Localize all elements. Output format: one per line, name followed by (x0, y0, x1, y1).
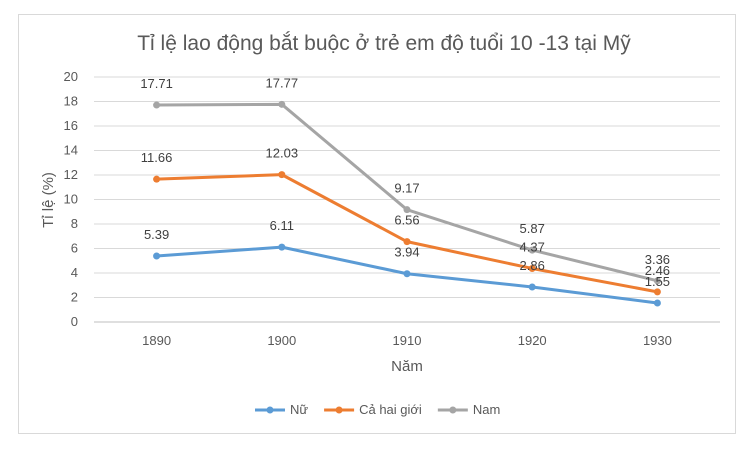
y-axis-ticks: 0 2 4 6 8 10 12 14 16 18 20 (64, 69, 78, 329)
data-labels: 5.39 6.11 3.94 2.86 1.55 11.66 12.03 6.56 4.37 2.… (140, 75, 670, 289)
y-tick-label: 14 (64, 143, 78, 158)
x-tick-label: 1890 (142, 333, 171, 348)
data-point (653, 288, 661, 296)
data-label: 17.71 (140, 76, 173, 91)
legend-marker (335, 406, 343, 414)
y-tick-label: 20 (64, 69, 78, 84)
data-point (153, 252, 161, 260)
data-point (278, 243, 286, 251)
x-axis-ticks: 1890 1900 1910 1920 1930 (142, 333, 672, 348)
legend-label: Nữ (290, 402, 308, 417)
x-axis-title: Năm (391, 358, 423, 375)
y-tick-label: 6 (71, 241, 78, 256)
y-tick-label: 10 (64, 192, 78, 207)
data-label: 4.37 (520, 239, 545, 254)
data-label: 17.77 (266, 75, 299, 90)
legend: Nữ Cả hai giới Nam (255, 402, 500, 417)
y-tick-label: 4 (71, 265, 78, 280)
legend-label: Nam (473, 402, 500, 417)
data-point (403, 270, 411, 278)
x-tick-label: 1920 (518, 333, 547, 348)
series-group (153, 100, 661, 307)
x-tick-label: 1930 (643, 333, 672, 348)
y-tick-label: 8 (71, 216, 78, 231)
data-point (528, 246, 536, 254)
chart-title: Tỉ lệ lao động bắt buộc ở trẻ em độ tuổi… (137, 32, 631, 55)
data-label: 6.11 (270, 218, 294, 233)
data-label: 2.86 (520, 258, 545, 273)
y-tick-label: 0 (71, 314, 78, 329)
data-label: 5.87 (520, 221, 545, 236)
data-label: 1.55 (645, 274, 670, 289)
gridlines (94, 76, 720, 323)
data-label: 6.56 (394, 213, 419, 228)
x-tick-label: 1910 (393, 333, 422, 348)
data-label: 3.94 (394, 245, 419, 260)
legend-marker (449, 406, 457, 414)
data-point (278, 100, 286, 108)
data-point (653, 299, 661, 307)
data-point (528, 283, 536, 291)
data-label: 2.46 (645, 263, 670, 278)
data-point (403, 206, 411, 214)
data-point (403, 238, 411, 246)
legend-label: Cả hai giới (359, 402, 422, 417)
data-label: 3.36 (645, 252, 670, 267)
data-label: 9.17 (394, 181, 419, 196)
data-label: 12.03 (266, 146, 299, 161)
legend-marker (266, 406, 274, 414)
data-point (278, 171, 286, 179)
y-tick-label: 18 (64, 94, 78, 109)
data-label: 5.39 (144, 227, 169, 242)
data-point (653, 277, 661, 285)
x-tick-label: 1900 (267, 333, 296, 348)
y-axis-title: Tỉ lệ (%) (40, 172, 57, 228)
data-point (153, 101, 161, 109)
y-tick-label: 12 (64, 167, 78, 182)
data-label: 11.66 (141, 150, 173, 165)
y-tick-label: 16 (64, 118, 78, 133)
data-point (153, 175, 161, 183)
data-point (528, 264, 536, 272)
y-tick-label: 2 (71, 290, 78, 305)
